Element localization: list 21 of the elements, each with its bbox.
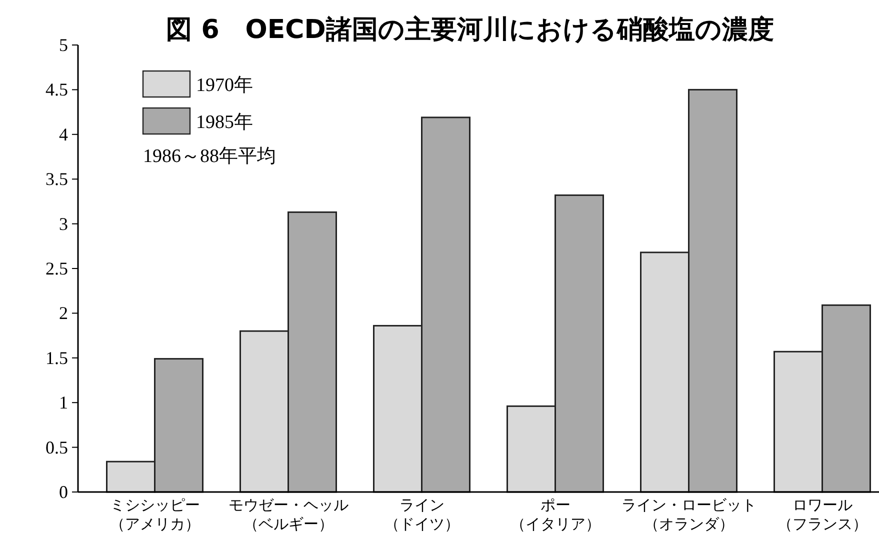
x-tick-label: ライン（ドイツ） <box>384 498 460 533</box>
y-tick-label: 1 <box>59 392 68 413</box>
y-tick-label: 5 <box>59 35 68 55</box>
chart-title: 図 6 OECD諸国の主要河川における硝酸塩の濃度 <box>166 15 774 45</box>
y-tick-label: 2.5 <box>46 258 68 278</box>
x-tick-label: ライン・ロービット（オランダ） <box>621 498 756 533</box>
annotation: 1986～88年平均 <box>143 146 276 167</box>
y-tick-label: 3.5 <box>46 169 68 190</box>
y-tick-label: 2 <box>59 303 68 324</box>
legend-label: 1985年 <box>196 112 253 133</box>
x-tick-label: モウゼー・ヘッル（ベルギー） <box>228 498 348 533</box>
x-tick-label: ミシシッピー（アメリカ） <box>110 498 200 533</box>
y-tick-label: 0 <box>59 482 68 502</box>
x-tick-label: ポー（イタリア） <box>510 498 600 533</box>
x-tick-label: ロワール（フランス） <box>777 498 868 533</box>
y-tick-label: 3 <box>59 214 68 234</box>
legend-label: 1970年 <box>196 75 253 96</box>
y-tick-label: 1.5 <box>46 348 68 368</box>
y-tick-label: 4.5 <box>46 80 68 100</box>
y-tick-label: 0.5 <box>46 437 68 458</box>
y-tick-label: 4 <box>59 124 68 144</box>
